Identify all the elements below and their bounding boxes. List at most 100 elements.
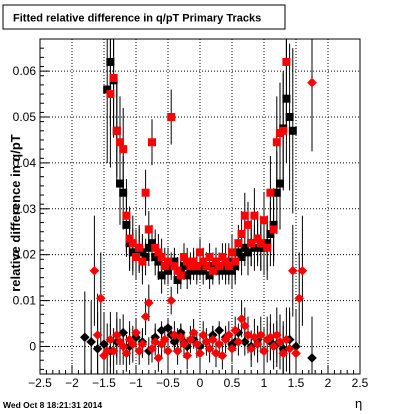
square-marker xyxy=(160,262,169,271)
square-marker xyxy=(244,220,252,229)
diamond-marker xyxy=(195,341,205,352)
square-marker xyxy=(167,113,176,122)
diamond-marker xyxy=(80,332,90,343)
square-marker xyxy=(272,188,281,197)
square-marker xyxy=(199,257,208,266)
square-marker xyxy=(202,262,211,271)
diamond-marker xyxy=(153,353,164,363)
square-marker xyxy=(215,262,224,271)
square-marker xyxy=(218,252,227,261)
diamond-marker xyxy=(118,341,128,352)
square-marker xyxy=(119,145,128,154)
square-marker xyxy=(164,266,172,275)
square-marker xyxy=(212,257,220,266)
diamond-marker xyxy=(124,341,135,352)
diamond-marker xyxy=(137,339,148,349)
diamond-marker xyxy=(115,337,125,347)
diamond-marker xyxy=(188,327,199,338)
square-marker xyxy=(260,216,268,225)
square-marker xyxy=(282,94,291,103)
square-marker xyxy=(116,179,124,188)
diamond-marker xyxy=(224,330,234,340)
square-marker xyxy=(170,257,179,266)
square-marker xyxy=(205,252,214,261)
square-marker xyxy=(128,239,137,248)
diamond-marker xyxy=(134,346,144,356)
diamond-marker xyxy=(294,293,304,304)
square-marker xyxy=(157,252,166,261)
square-marker xyxy=(208,266,217,275)
diamond-marker xyxy=(169,330,180,340)
square-marker xyxy=(148,138,156,147)
diamond-marker xyxy=(92,330,103,340)
square-marker xyxy=(215,266,224,275)
square-marker xyxy=(138,257,147,266)
diamond-marker xyxy=(217,350,228,361)
diamond-marker xyxy=(163,323,173,333)
diamond-marker xyxy=(278,348,288,359)
diamond-marker xyxy=(208,334,218,345)
diamond-marker xyxy=(246,343,256,354)
diamond-marker xyxy=(131,327,141,338)
y-axis-label: relative difference in q/pT xyxy=(8,134,23,292)
diamond-marker xyxy=(166,295,176,306)
y-tick-label: 0.01 xyxy=(13,294,37,308)
diamond-marker xyxy=(96,293,106,304)
square-marker xyxy=(138,248,147,257)
diamond-marker xyxy=(124,334,135,345)
x-axis-label: η xyxy=(355,396,362,411)
x-tick-label: 0.5 xyxy=(224,376,241,390)
diamond-marker xyxy=(182,350,192,361)
square-marker xyxy=(196,248,204,257)
square-marker xyxy=(176,271,185,280)
diamond-marker xyxy=(281,334,292,345)
diamond-marker xyxy=(195,348,205,359)
diamond-marker xyxy=(121,348,132,359)
square-marker xyxy=(244,248,252,257)
square-marker xyxy=(237,230,246,239)
diamond-marker xyxy=(140,311,151,322)
square-marker xyxy=(186,266,195,275)
square-marker xyxy=(189,257,198,266)
x-tick-label: 0 xyxy=(197,376,204,390)
diamond-marker xyxy=(163,346,173,356)
diamond-marker xyxy=(240,337,250,347)
x-tick-label: −0.5 xyxy=(156,376,180,390)
square-marker xyxy=(170,262,179,271)
square-marker xyxy=(144,243,153,252)
y-tick-label: 0 xyxy=(29,339,36,353)
chart-title: Fitted relative difference in q/pT Prima… xyxy=(13,13,261,25)
square-marker xyxy=(221,266,230,275)
diamond-marker xyxy=(236,314,247,324)
square-marker xyxy=(154,257,163,266)
square-marker xyxy=(164,257,172,266)
diamond-marker xyxy=(307,353,317,363)
diamond-marker xyxy=(284,343,295,354)
square-marker xyxy=(122,211,131,220)
square-marker xyxy=(276,179,284,188)
square-marker xyxy=(272,138,281,147)
diamond-marker xyxy=(265,332,276,343)
square-marker xyxy=(221,257,230,266)
series-points xyxy=(80,39,317,374)
square-marker xyxy=(180,262,188,271)
diamond-marker xyxy=(112,330,122,340)
diamond-marker xyxy=(214,325,224,336)
square-marker xyxy=(269,220,278,229)
diamond-marker xyxy=(252,339,263,349)
y-tick-label: 0.02 xyxy=(13,248,37,262)
diamond-marker xyxy=(291,348,301,359)
square-marker xyxy=(240,243,249,252)
square-marker xyxy=(141,252,150,261)
diamond-marker xyxy=(192,339,202,349)
y-tick-label: 0.05 xyxy=(13,110,37,124)
diamond-marker xyxy=(185,334,196,345)
x-tick-label: −2 xyxy=(65,376,79,390)
x-tick-label: 1.5 xyxy=(288,376,305,390)
square-marker xyxy=(183,257,192,266)
square-marker xyxy=(263,243,272,252)
diamond-marker xyxy=(256,330,266,340)
square-marker xyxy=(151,252,160,261)
diamond-marker xyxy=(176,332,186,343)
